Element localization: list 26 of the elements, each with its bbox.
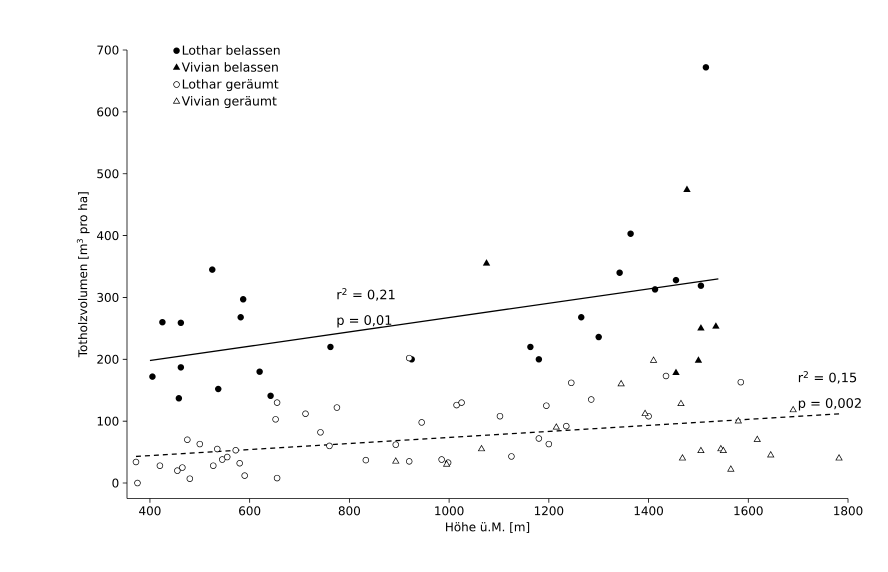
- y-tick-label: 300: [97, 292, 118, 302]
- x-tick-label: 1200: [534, 506, 564, 516]
- x-tick-label: 1000: [435, 506, 464, 516]
- x-tick-label: 1600: [734, 506, 763, 516]
- legend-label: Vivian geräumt: [182, 96, 277, 108]
- y-tick-label: 0: [112, 478, 118, 488]
- y-tick-label: 400: [96, 231, 118, 240]
- legend-label: Lothar belassen: [182, 45, 280, 55]
- y-tick-label: 100: [98, 416, 118, 426]
- annotation: r$^{2}$ = 0,15: [798, 371, 856, 384]
- annotation: r$^{2}$ = 0,21: [337, 288, 395, 301]
- x-tick-label: 800: [338, 506, 360, 516]
- y-tick-label: 700: [97, 45, 118, 55]
- annotation: p = 0,002: [798, 398, 861, 410]
- x-tick-label: 1400: [634, 506, 663, 516]
- x-tick-label: 400: [139, 506, 161, 516]
- legend-label: Lothar geräumt: [182, 79, 278, 92]
- x-tick-label: 1800: [834, 506, 862, 516]
- legend-label: Vivian belassen: [182, 62, 278, 72]
- x-axis-title: Höhe ü.M. [m]: [446, 522, 530, 533]
- x-tick-label: 600: [239, 506, 260, 516]
- y-tick-label: 200: [97, 354, 118, 364]
- y-tick-label: 600: [97, 107, 118, 116]
- annotation: p = 0,01: [337, 315, 392, 328]
- y-axis-title: Totholzvolumen [m$^{3}$ pro ha]: [76, 192, 90, 358]
- y-tick-label: 500: [97, 169, 118, 178]
